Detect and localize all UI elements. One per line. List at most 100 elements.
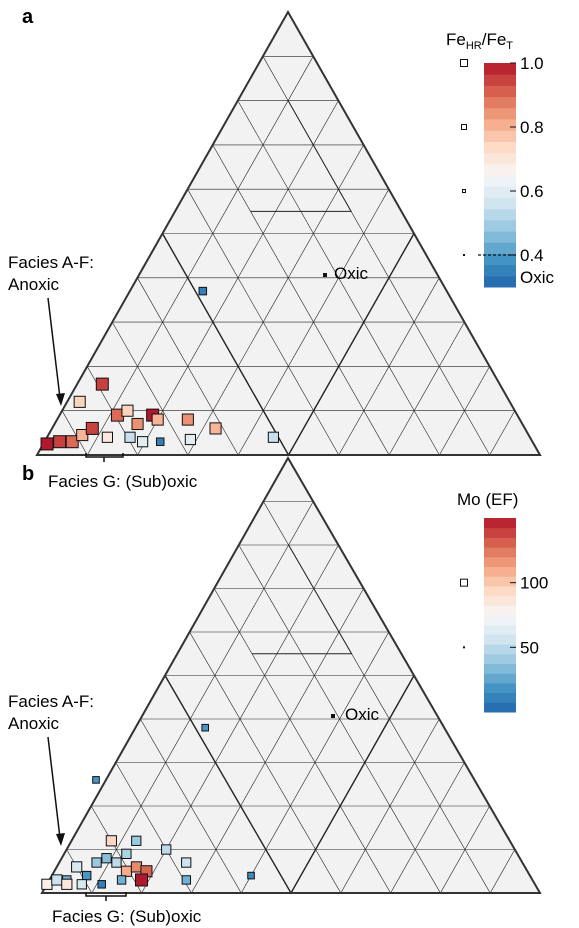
- colorbar-step: [484, 152, 516, 165]
- data-point: [151, 413, 164, 426]
- colorbar-tick-label: 0.8: [520, 118, 544, 137]
- colorbar-title-sub-t: T: [506, 40, 513, 52]
- colorbar-threshold-label: Oxic: [520, 268, 555, 287]
- panel-b: b Facies A-F: Anoxic Facies G: (Sub)oxic…: [8, 455, 548, 926]
- colorbar-title-a: FeHR/FeT: [446, 30, 513, 52]
- size-legend-square: [461, 124, 467, 130]
- ternary-outline: [40, 455, 542, 894]
- oxic-label: Oxic: [334, 264, 369, 283]
- data-point: [181, 413, 194, 426]
- colorbar-step: [484, 682, 516, 694]
- colorbar-step: [484, 74, 516, 86]
- grid-line: [91, 501, 314, 894]
- colorbar-a: 1.0 0.8 0.6 0.4 Oxic: [460, 54, 555, 288]
- colorbar-step: [484, 264, 516, 277]
- data-point: [135, 873, 149, 887]
- facies-af-label-line1: Facies A-F:: [8, 692, 94, 711]
- colorbar-step: [484, 107, 516, 120]
- oxic-field-boundary: [250, 100, 352, 212]
- oxic-marker: [323, 273, 327, 277]
- ternary-grid: [61, 55, 516, 456]
- colorbar-step: [484, 219, 516, 232]
- colorbar-step: [484, 605, 516, 616]
- data-point: [95, 377, 109, 391]
- grid-line: [112, 321, 189, 456]
- colorbar-step: [484, 275, 516, 288]
- colorbar-title-mid: /Fe: [482, 30, 507, 49]
- size-legend-square: [462, 189, 466, 193]
- colorbar-title-fe: Fe: [446, 30, 466, 49]
- colorbar-step: [484, 692, 516, 703]
- data-point: [71, 861, 83, 873]
- colorbar-b: 100 50: [460, 518, 548, 713]
- grid-line: [290, 675, 415, 894]
- data-point: [92, 776, 100, 784]
- grid-line: [388, 321, 465, 456]
- colorbar-step: [484, 119, 516, 131]
- grid-line: [440, 805, 490, 894]
- data-point: [97, 880, 106, 889]
- colorbar-tick-label: 100: [520, 574, 548, 593]
- colorbar-step: [484, 556, 516, 567]
- data-point: [51, 874, 63, 886]
- grid-line: [212, 144, 390, 456]
- data-points: [40, 286, 279, 451]
- data-point: [137, 436, 149, 448]
- size-legend-square: [460, 59, 468, 67]
- colorbar-step: [484, 141, 516, 154]
- grid-line: [213, 588, 391, 894]
- colorbar-step: [484, 537, 516, 548]
- colorbar-step: [484, 197, 516, 210]
- data-point: [116, 875, 127, 885]
- data-point: [101, 431, 114, 443]
- colorbar-tick-label: 0.4: [520, 246, 544, 265]
- colorbar-tick-label: 1.0: [520, 54, 544, 73]
- facies-af-arrow: [47, 736, 61, 839]
- oxic-label: Oxic: [345, 705, 380, 724]
- data-point: [181, 875, 192, 885]
- panel-a: a Facies A-F: Anoxic Facies G: (Sub)oxic…: [8, 6, 555, 491]
- panel-label-b: b: [22, 463, 34, 485]
- data-point: [131, 417, 144, 431]
- grid-line: [439, 366, 490, 456]
- data-point: [161, 844, 172, 855]
- data-point: [61, 878, 73, 890]
- grid-line: [87, 56, 314, 456]
- grid-line: [161, 233, 290, 456]
- data-point: [40, 437, 54, 451]
- colorbar-step: [484, 624, 516, 635]
- grid-line: [191, 588, 364, 894]
- data-point: [53, 435, 67, 449]
- panel-label-a: a: [22, 6, 34, 28]
- colorbar-step: [484, 595, 516, 606]
- ternary-plot-a: [35, 9, 542, 456]
- colorbar-step: [484, 653, 516, 664]
- data-point: [267, 431, 279, 443]
- data-point: [247, 871, 255, 880]
- facies-g-bracket: [85, 892, 127, 901]
- colorbar-step: [484, 175, 516, 187]
- colorbar-tick-label: 50: [520, 638, 539, 657]
- data-point: [105, 835, 117, 847]
- oxic-marker: [331, 714, 335, 718]
- grid-line: [287, 233, 415, 456]
- colorbar-step: [484, 663, 516, 674]
- colorbar-step: [484, 63, 516, 75]
- data-point: [155, 437, 165, 446]
- data-point: [73, 395, 86, 408]
- colorbar-step: [484, 130, 516, 142]
- colorbar-step: [484, 253, 516, 266]
- colorbar-step: [484, 547, 516, 558]
- oxic-field-boundary: [252, 544, 353, 655]
- grid-line: [489, 849, 516, 894]
- colorbar-step: [484, 634, 516, 645]
- facies-g-label: Facies G: (Sub)oxic: [48, 472, 198, 491]
- colorbar-step: [484, 242, 516, 254]
- data-point: [131, 835, 142, 846]
- facies-g-bracket: [85, 453, 124, 462]
- colorbar-step: [484, 208, 516, 221]
- facies-g-label: Facies G: (Sub)oxic: [52, 907, 202, 926]
- colorbar-step: [484, 585, 516, 597]
- colorbar-step: [484, 518, 516, 529]
